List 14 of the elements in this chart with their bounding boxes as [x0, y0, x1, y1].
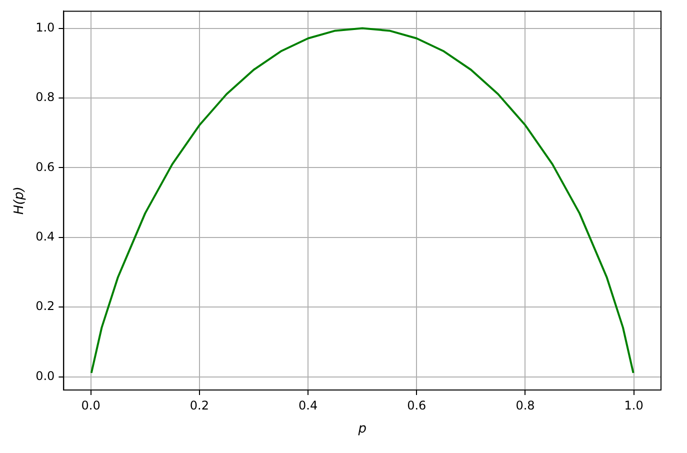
- y-axis-title: H(p): [12, 186, 28, 215]
- x-tick-label: 0.6: [407, 398, 426, 412]
- x-tick-label: 0.0: [81, 398, 100, 412]
- y-tick-label: 0.0: [36, 368, 55, 383]
- x-axis-title: p: [357, 422, 366, 437]
- y-tick-label: 1.0: [36, 20, 55, 34]
- x-tick-label: 0.4: [298, 398, 318, 412]
- x-tick-label: 1.0: [624, 398, 644, 412]
- y-tick-label: 0.4: [36, 229, 55, 244]
- y-tick-label: 0.8: [36, 90, 55, 104]
- y-tick-label: 0.2: [36, 299, 55, 314]
- x-tick-label: 0.8: [516, 398, 535, 412]
- y-tick-label: 0.6: [36, 160, 55, 174]
- x-tick-label: 0.2: [190, 398, 209, 412]
